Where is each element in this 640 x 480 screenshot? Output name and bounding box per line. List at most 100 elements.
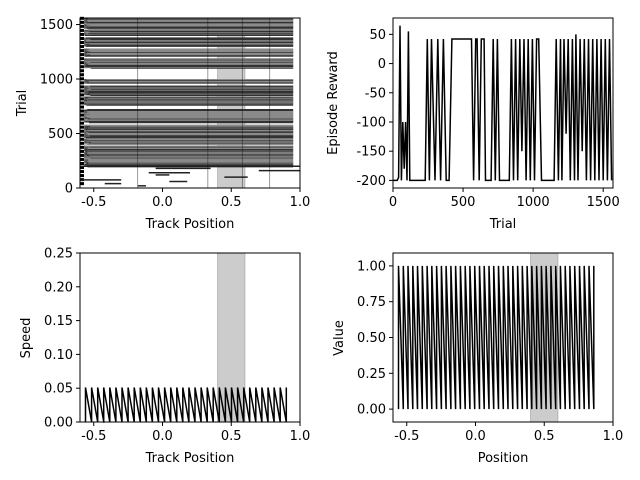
- axes-frame: [79, 17, 301, 189]
- start-mark: [80, 149, 84, 153]
- y-tick-label: 0.50: [357, 331, 386, 346]
- start-mark: [80, 81, 84, 85]
- x-tick-label: 0.0: [152, 195, 173, 210]
- start-mark: [80, 49, 84, 53]
- y-tick-label: 0.00: [357, 403, 386, 418]
- start-mark: [80, 117, 84, 121]
- x-tick-label: -0.5: [81, 195, 106, 210]
- reward-line: [393, 25, 613, 182]
- x-axis-label: Position: [478, 451, 529, 466]
- y-tick-label: 1500: [40, 18, 73, 33]
- start-mark: [80, 161, 84, 165]
- y-tick-label: 0.00: [44, 416, 73, 431]
- x-tick-label: 1.0: [290, 429, 311, 444]
- y-tick-label: 0.75: [357, 295, 386, 310]
- start-mark: [80, 105, 84, 109]
- start-mark: [80, 157, 84, 161]
- axes-frame: [392, 17, 614, 189]
- start-mark: [80, 61, 84, 65]
- y-tick-label: 500: [48, 127, 73, 142]
- start-mark: [80, 174, 84, 178]
- speed-line: [84, 387, 288, 423]
- start-mark: [80, 28, 84, 32]
- value-series: [397, 265, 595, 410]
- start-mark: [80, 77, 84, 81]
- x-tick-label: 1500: [587, 195, 620, 210]
- start-mark: [80, 65, 84, 69]
- y-tick-label: 0.10: [44, 348, 73, 363]
- start-mark: [80, 125, 84, 129]
- trial-raster-plot: -0.5 0.0 0.5 1.0 0 500 1000 1500 Track Positio…: [15, 16, 310, 232]
- raster-marks: [80, 16, 300, 188]
- start-mark: [80, 137, 84, 141]
- x-tick-label: 0.5: [221, 195, 242, 210]
- start-mark: [80, 133, 84, 137]
- speed-plot: -0.5 0.0 0.5 1.0 0.00 0.05 0.10 0.15 0.20 0.25 T…: [19, 247, 310, 467]
- start-mark: [80, 166, 84, 170]
- start-mark: [80, 182, 84, 186]
- y-tick-label: 0: [65, 182, 73, 197]
- start-mark: [80, 24, 84, 28]
- x-tick-label: -0.5: [81, 429, 106, 444]
- start-mark: [80, 85, 84, 89]
- start-mark: [80, 89, 84, 93]
- start-mark: [80, 36, 84, 40]
- start-mark: [80, 113, 84, 117]
- y-tick-label: 1000: [40, 73, 73, 88]
- y-tick-label: 0.25: [44, 247, 73, 262]
- y-axis-ticks: -200 -150 -100 -50 0 50: [356, 28, 393, 189]
- x-tick-label: 0.0: [152, 429, 173, 444]
- y-tick-label: -100: [356, 115, 386, 130]
- x-axis-label: Track Position: [145, 217, 235, 232]
- start-mark: [80, 141, 84, 145]
- start-mark: [80, 121, 84, 125]
- y-tick-label: 0.25: [357, 367, 386, 382]
- start-mark: [80, 69, 84, 73]
- y-tick-label: 0.20: [44, 280, 73, 295]
- y-tick-label: 0.15: [44, 314, 73, 329]
- y-tick-label: 0.05: [44, 382, 73, 397]
- axes-frame: [392, 252, 614, 423]
- start-mark: [80, 101, 84, 105]
- y-axis-ticks: 0.00 0.05 0.10 0.15 0.20 0.25: [44, 247, 80, 431]
- start-mark: [80, 32, 84, 36]
- value-line: [397, 265, 595, 410]
- start-mark: [80, 170, 84, 174]
- value-plot: -0.5 0.0 0.5 1.0 0.00 0.25 0.50 0.75 1.00 Posit…: [332, 252, 624, 466]
- y-tick-label: 50: [369, 28, 386, 43]
- start-mark: [80, 153, 84, 157]
- x-tick-label: 0.0: [465, 429, 486, 444]
- x-axis-ticks: 0 500 1000 1500: [389, 188, 620, 210]
- y-tick-label: -150: [356, 145, 386, 160]
- x-tick-label: 500: [451, 195, 476, 210]
- x-tick-label: 1000: [517, 195, 550, 210]
- x-axis-label: Trial: [489, 217, 517, 232]
- x-axis-ticks: -0.5 0.0 0.5 1.0: [81, 188, 310, 210]
- start-mark: [80, 45, 84, 49]
- x-tick-label: 1.0: [290, 195, 311, 210]
- start-mark: [80, 73, 84, 77]
- y-axis-label: Speed: [19, 318, 34, 359]
- start-mark: [80, 53, 84, 57]
- episode-reward-plot: 0 500 1000 1500 -200 -150 -100 -50 0 50 Trial Ep…: [326, 17, 620, 232]
- y-tick-label: 0: [378, 57, 386, 72]
- y-tick-label: -200: [356, 174, 386, 189]
- y-tick-label: -50: [365, 86, 386, 101]
- y-axis-label: Value: [332, 320, 347, 356]
- axes-frame: [79, 252, 301, 423]
- x-tick-label: 0.5: [534, 429, 555, 444]
- y-axis-label: Episode Reward: [326, 51, 341, 155]
- x-tick-label: -0.5: [394, 429, 419, 444]
- start-mark: [80, 93, 84, 97]
- x-axis-label: Track Position: [145, 451, 235, 466]
- x-tick-label: 1.0: [603, 429, 624, 444]
- start-mark: [80, 145, 84, 149]
- start-mark: [80, 57, 84, 61]
- start-mark: [80, 20, 84, 24]
- y-axis-label: Trial: [15, 90, 30, 118]
- start-mark: [80, 129, 84, 133]
- x-tick-label: 0.5: [221, 429, 242, 444]
- start-mark: [80, 97, 84, 101]
- x-axis-ticks: -0.5 0.0 0.5 1.0: [81, 422, 310, 444]
- y-axis-ticks: 0 500 1000 1500: [40, 18, 80, 197]
